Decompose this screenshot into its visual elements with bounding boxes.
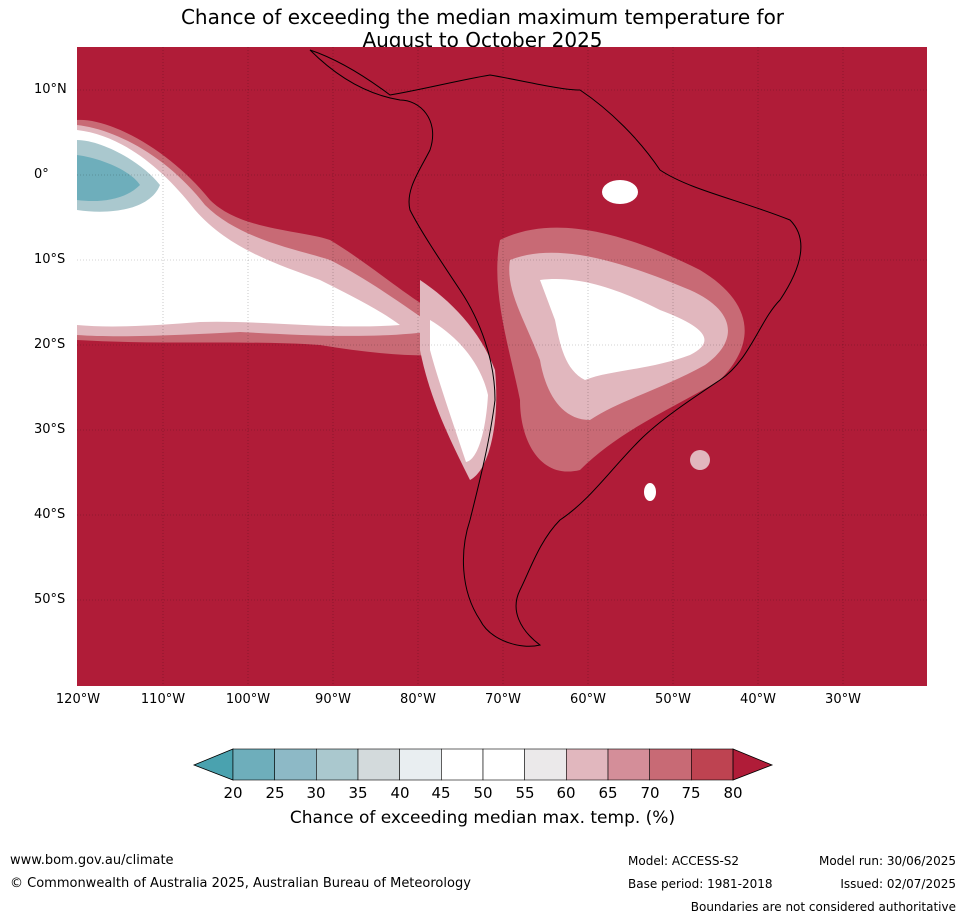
- colorbar-tick-50: 50: [473, 784, 493, 802]
- colorbar-tick-25: 25: [265, 784, 285, 802]
- colorbar-tick-35: 35: [348, 784, 368, 802]
- colorbar-swatch: [399, 748, 442, 781]
- colorbar-label: Chance of exceeding median max. temp. (%…: [289, 808, 676, 828]
- colorbar-below-arrow: [192, 748, 234, 781]
- colorbar-tick-75: 75: [681, 784, 701, 802]
- lon-label-50w: 50°W: [655, 692, 691, 707]
- colorbar-swatch: [607, 748, 651, 781]
- pacific-cool-center: [77, 155, 140, 202]
- colorbar-tick-70: 70: [640, 784, 660, 802]
- lat-label-30s: 30°S: [34, 422, 66, 437]
- lat-label-10s: 10°S: [34, 252, 66, 267]
- colorbar-swatch: [274, 748, 317, 781]
- atlantic-patch: [644, 483, 656, 501]
- lat-label-40s: 40°S: [34, 507, 66, 522]
- lon-label-40w: 40°W: [740, 692, 776, 707]
- title-line-2: August to October 2025: [362, 28, 603, 52]
- amazon-white-patch: [602, 180, 638, 204]
- colorbar-tick-45: 45: [431, 784, 451, 802]
- colorbar-tick-60: 60: [556, 784, 576, 802]
- colorbar-tick-80: 80: [723, 784, 743, 802]
- lat-label-20s: 20°S: [34, 337, 66, 352]
- lon-label-110w: 110°W: [140, 692, 186, 707]
- lon-label-30w: 30°W: [825, 692, 861, 707]
- map-title: Chance of exceeding the median maximum t…: [0, 6, 965, 52]
- lat-label-10n: 10°N: [34, 82, 67, 97]
- colorbar-swatch: [566, 748, 609, 781]
- colorbar-tick-20: 20: [223, 784, 243, 802]
- footer-base-period: Base period: 1981-2018: [628, 877, 773, 891]
- pacific-band-inner: [77, 130, 400, 327]
- colorbar-swatch: [649, 748, 692, 781]
- footer-model-run: Model run: 30/06/2025: [818, 854, 956, 868]
- colorbar-swatch: [357, 748, 400, 781]
- footer-model: Model: ACCESS-S2: [628, 854, 740, 868]
- lon-label-70w: 70°W: [485, 692, 521, 707]
- lat-label-0: 0°: [34, 167, 49, 182]
- lat-label-50s: 50°S: [34, 592, 66, 607]
- chile-coast-white: [430, 320, 488, 462]
- colorbar-tick-30: 30: [306, 784, 326, 802]
- colorbar-swatch: [524, 748, 567, 781]
- south-america-coastline: [309, 49, 802, 647]
- uruguay-patch: [690, 450, 710, 470]
- lon-label-90w: 90°W: [315, 692, 351, 707]
- footer-url: www.bom.gov.au/climate: [10, 853, 174, 868]
- footer-disclaimer: Boundaries are not considered authoritat…: [690, 900, 956, 914]
- lon-label-120w: 120°W: [55, 692, 101, 707]
- colorbar-tick-55: 55: [515, 784, 535, 802]
- colorbar-swatch: [441, 748, 484, 781]
- colorbar: [192, 748, 774, 781]
- colorbar-tick-65: 65: [598, 784, 618, 802]
- colorbar-tick-40: 40: [390, 784, 410, 802]
- map-background: [77, 47, 927, 686]
- colorbar-swatch: [232, 748, 275, 781]
- colorbar-above-arrow: [732, 748, 774, 781]
- footer-copyright: © Commonwealth of Australia 2025, Austra…: [10, 876, 471, 891]
- lon-label-60w: 60°W: [570, 692, 606, 707]
- lon-label-80w: 80°W: [400, 692, 436, 707]
- colorbar-swatch: [482, 748, 525, 781]
- colorbar-swatch: [316, 748, 359, 781]
- graticule: [77, 47, 927, 686]
- lon-label-100w: 100°W: [225, 692, 271, 707]
- colorbar-swatch: [691, 748, 734, 781]
- brazil-band-inner: [540, 279, 705, 380]
- probability-contours: [77, 119, 745, 501]
- title-line-1: Chance of exceeding the median maximum t…: [180, 5, 785, 29]
- footer-issued: Issued: 02/07/2025: [840, 877, 956, 891]
